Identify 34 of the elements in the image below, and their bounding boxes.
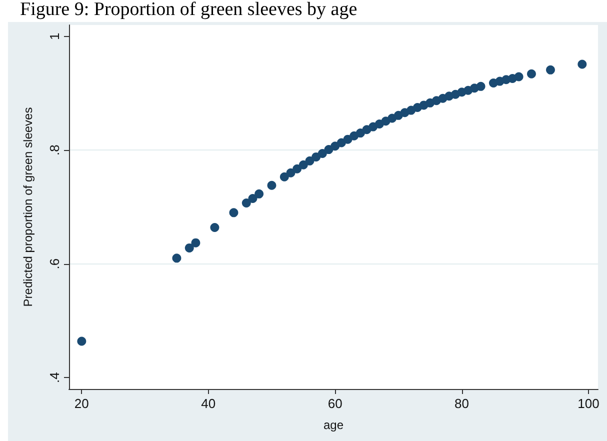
point: [254, 189, 264, 198]
point: [248, 194, 258, 203]
point: [172, 254, 182, 263]
x-tick-label: 20: [74, 396, 89, 411]
point: [292, 164, 302, 174]
x-axis-title: age: [323, 418, 344, 432]
point: [305, 156, 314, 166]
point: [514, 72, 524, 82]
point: [191, 238, 200, 248]
point: [242, 198, 251, 208]
point: [312, 152, 321, 162]
point: [286, 168, 296, 178]
x-tick-label: 60: [328, 396, 342, 411]
point: [318, 149, 327, 158]
point: [210, 222, 220, 232]
point: [77, 336, 86, 346]
chart-title: Figure 9: Proportion of green sleeves by age: [20, 0, 358, 22]
point: [578, 60, 587, 69]
y-tick-label: 1: [47, 32, 62, 40]
point: [280, 172, 289, 182]
point: [298, 160, 308, 170]
point: [184, 243, 194, 252]
x-tick-label: 100: [578, 396, 600, 411]
y-tick-label: .6: [47, 258, 62, 270]
y-axis-title: Predicted proportion of green sleeves: [21, 107, 35, 307]
point: [546, 65, 555, 74]
point: [229, 208, 238, 218]
point: [526, 69, 536, 78]
y-tick-label: .8: [47, 144, 62, 156]
y-tick-label: .4: [47, 372, 62, 384]
x-tick-label: 40: [201, 396, 216, 411]
x-tick-label: 80: [454, 396, 470, 411]
point: [267, 180, 276, 190]
point: [476, 82, 486, 91]
